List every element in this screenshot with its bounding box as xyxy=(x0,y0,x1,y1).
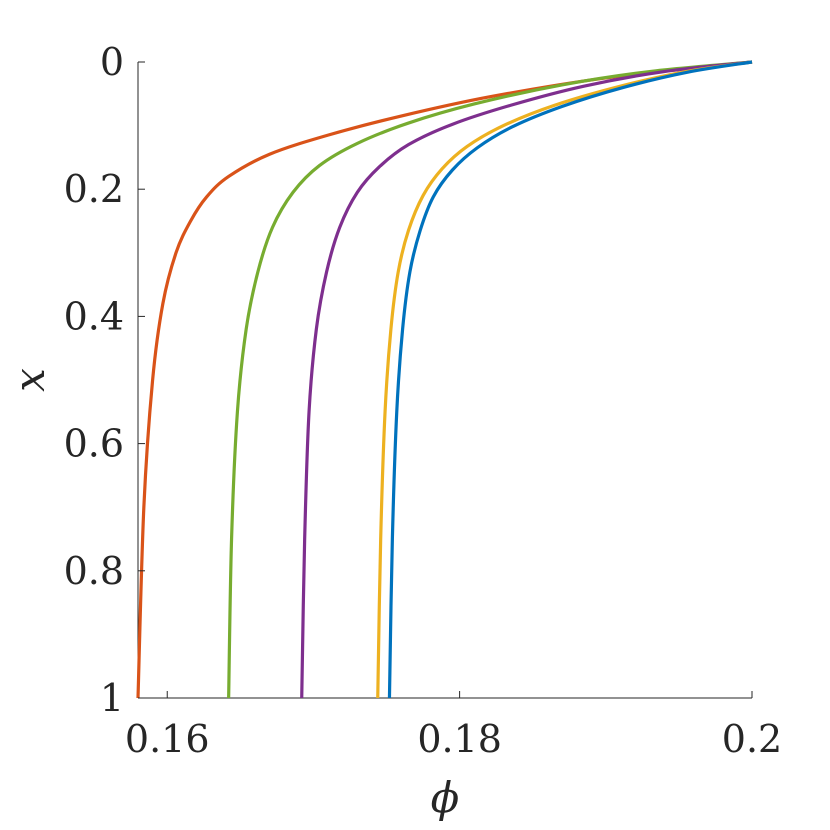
y-tick-label: 0.6 xyxy=(64,422,124,466)
x-tick-label: 0.18 xyxy=(417,717,502,761)
series-line-5 xyxy=(387,60,753,699)
plot-area: 0.16 0.18 0.2 0 0.2 0.4 0.6 0.8 1 xyxy=(64,40,783,761)
x-axis-label: ϕ xyxy=(431,773,460,822)
y-axis-ticks: 0 0.2 0.4 0.6 0.8 1 xyxy=(64,40,145,720)
y-tick-label: 0.4 xyxy=(64,294,124,338)
x-tick-label: 0.2 xyxy=(722,717,782,761)
y-tick-label: 1 xyxy=(100,676,124,720)
x-axis-ticks: 0.16 0.18 0.2 xyxy=(125,691,782,761)
y-tick-label: 0 xyxy=(100,40,124,84)
series-group xyxy=(136,60,753,699)
series-line-3 xyxy=(300,60,753,699)
x-tick-label: 0.16 xyxy=(125,717,210,761)
y-tick-label: 0.8 xyxy=(64,549,124,593)
series-line-1 xyxy=(136,60,753,699)
series-line-4 xyxy=(376,60,753,699)
y-tick-label: 0.2 xyxy=(64,167,124,211)
series-line-2 xyxy=(227,60,753,699)
y-axis-label: x xyxy=(5,368,54,392)
